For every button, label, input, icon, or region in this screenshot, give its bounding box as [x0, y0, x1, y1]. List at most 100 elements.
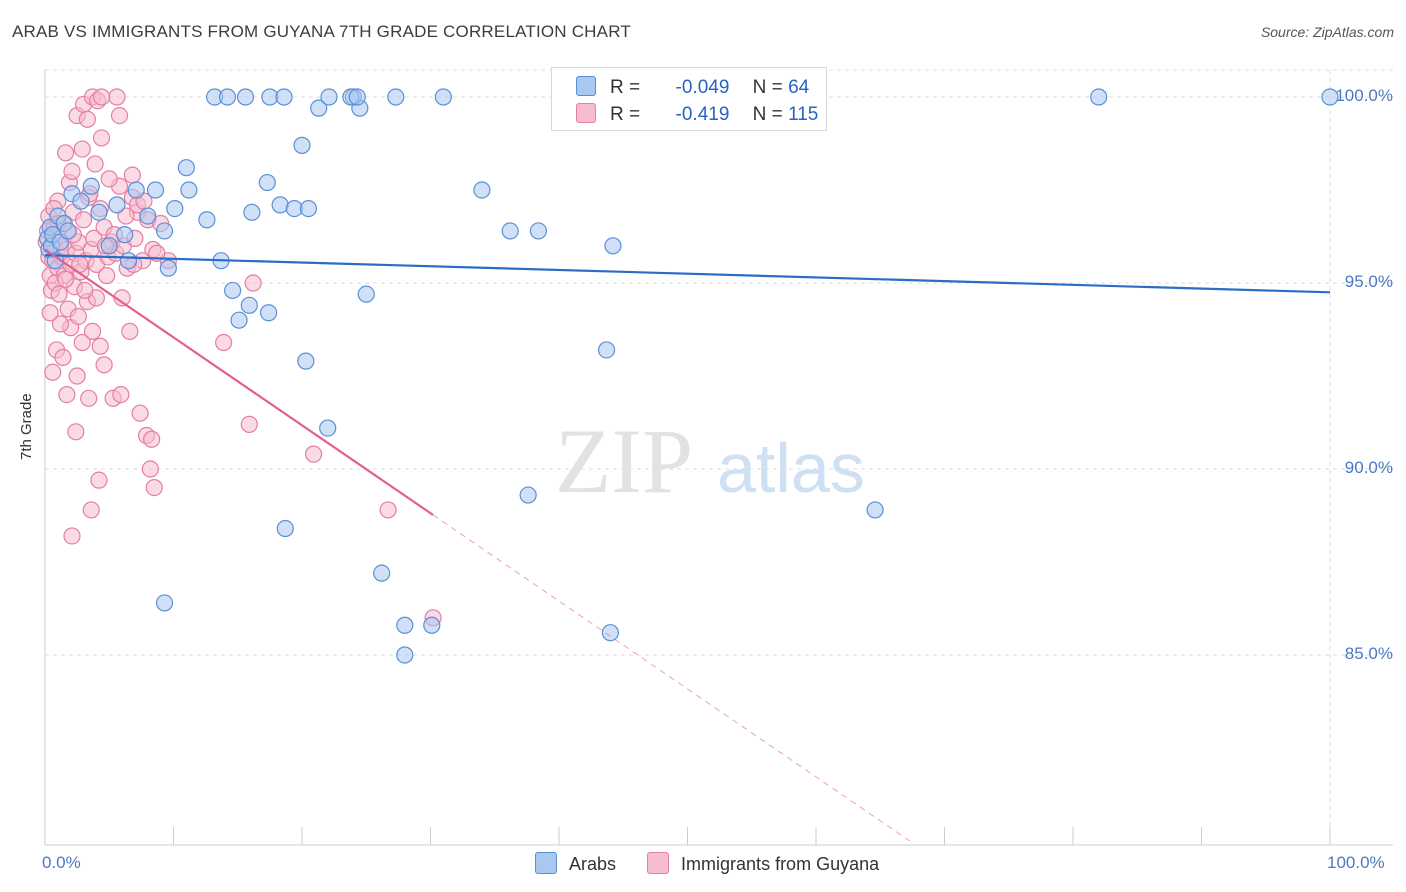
arab-point	[373, 564, 391, 582]
legend-r-label: R =	[610, 104, 641, 125]
guyana-point	[73, 333, 91, 352]
legend-item-arabs[interactable]: Arabs	[535, 852, 616, 875]
guyana-point	[143, 430, 161, 448]
arab-point	[434, 88, 452, 106]
guyana-point	[95, 356, 113, 374]
arab-point	[866, 501, 884, 519]
arab-point	[597, 341, 616, 359]
y-tick-label: 85.0%	[1344, 644, 1393, 663]
guyana-point	[121, 322, 139, 340]
guyana-point	[56, 270, 75, 288]
arab-point	[297, 352, 315, 370]
arab-point	[396, 616, 414, 634]
guyana-point	[131, 404, 149, 422]
guyana-point	[63, 162, 81, 180]
arab-point	[90, 203, 108, 221]
source-label: Source: ZipAtlas.com	[1260, 24, 1394, 40]
legend-label-guyana: Immigrants from Guyana	[681, 854, 880, 874]
arab-point	[180, 181, 198, 199]
arab-point	[320, 88, 338, 106]
arab-point	[473, 181, 491, 199]
guyana-point	[63, 527, 81, 545]
arab-point	[146, 181, 165, 199]
axes	[44, 70, 1393, 846]
legend-swatch-pink	[647, 852, 670, 874]
arab-point	[423, 616, 441, 634]
arab-point	[230, 311, 248, 329]
legend-n-label: N =	[752, 77, 783, 98]
legend-r-label: R =	[610, 77, 641, 98]
guyana-point	[123, 166, 141, 184]
watermark-atlas: atlas	[717, 429, 865, 507]
guyana-point	[56, 144, 75, 162]
arab-point	[100, 237, 118, 255]
arab-point	[310, 99, 328, 117]
legend-item-guyana[interactable]: Immigrants from Guyana	[647, 852, 879, 875]
guyana-point	[244, 274, 262, 292]
trend-lines	[44, 248, 1331, 842]
arab-point	[275, 88, 293, 106]
arab-point	[236, 88, 255, 106]
chart-title: ARAB VS IMMIGRANTS FROM GUYANA 7TH GRADE…	[12, 22, 631, 41]
guyana-point	[86, 155, 104, 173]
guyana-point	[117, 207, 135, 225]
arab-point	[108, 196, 126, 214]
trend-line-guyana	[44, 248, 434, 516]
guyana-point	[41, 304, 59, 322]
guyana-point	[92, 129, 111, 147]
arab-point	[271, 196, 289, 214]
arab-point	[116, 226, 134, 244]
legend-swatch-blue	[535, 852, 557, 874]
guyana-point	[379, 501, 397, 519]
guyana-point	[74, 211, 93, 229]
arab-point	[604, 237, 622, 255]
guyana-point	[76, 281, 94, 300]
arab-point	[198, 211, 216, 229]
x-tick-label-min: 0.0%	[42, 853, 81, 872]
guyana-point	[68, 367, 86, 385]
arab-point	[82, 177, 100, 195]
legend-r-value: -0.049	[675, 77, 730, 98]
y-tick-label: 95.0%	[1344, 272, 1393, 291]
watermark-zip: ZIP	[555, 410, 693, 512]
guyana-point	[50, 285, 68, 303]
arab-point	[601, 624, 620, 642]
arab-point	[139, 207, 157, 225]
arab-point	[1090, 88, 1108, 106]
guyana-point	[44, 363, 62, 381]
arab-point	[501, 222, 519, 240]
guyana-point	[240, 415, 258, 433]
guyana-point	[54, 348, 72, 366]
arab-point	[155, 594, 174, 612]
guyana-point	[108, 88, 126, 106]
legend-label-arabs: Arabs	[569, 854, 617, 874]
series-legend: Arabs Immigrants from Guyana	[535, 852, 905, 875]
y-tick-label: 100.0%	[1335, 86, 1393, 105]
arab-point	[529, 222, 548, 240]
arab-point	[519, 486, 537, 504]
arab-point	[119, 252, 138, 270]
arab-point	[46, 252, 64, 270]
arab-point	[166, 200, 184, 218]
arab-point	[243, 203, 261, 221]
guyana-point	[100, 170, 118, 188]
arab-point	[155, 222, 174, 240]
guyana-point	[145, 479, 163, 497]
immigrants-from-guyana-points	[37, 88, 442, 627]
arab-point	[276, 519, 294, 538]
arab-point	[357, 285, 375, 303]
guyana-point	[92, 88, 111, 106]
y-tick-label: 90.0%	[1344, 458, 1393, 477]
legend-n-value: 64	[788, 77, 810, 98]
arab-point	[396, 646, 414, 664]
arab-point	[387, 88, 405, 106]
arab-point	[1321, 88, 1339, 106]
arab-point	[299, 200, 318, 218]
legend-n-value: 115	[788, 104, 819, 125]
guyana-point	[110, 106, 129, 125]
arab-point	[319, 419, 337, 437]
guyana-point	[304, 445, 323, 463]
guyana-point	[90, 471, 108, 489]
arab-point	[72, 192, 90, 210]
arab-point	[127, 181, 145, 199]
